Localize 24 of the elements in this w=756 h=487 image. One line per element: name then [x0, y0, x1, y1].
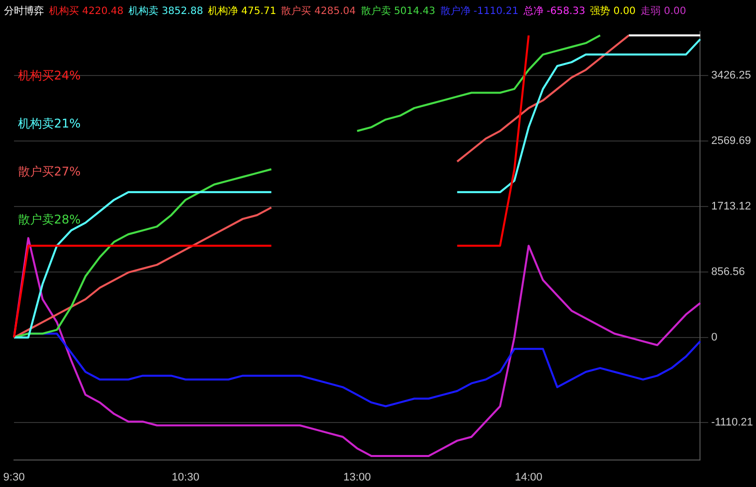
annotation: 散户卖28% [18, 212, 81, 227]
text: 机构卖 3852.88 [128, 4, 204, 18]
y-tick-label: 3426.25 [711, 70, 751, 82]
text: 走弱 0.00 [640, 4, 686, 18]
y-tick-label: 2569.69 [711, 135, 751, 147]
annotation: 机构买24% [18, 68, 81, 83]
text: 散户净 -1110.21 [440, 4, 518, 18]
y-tick-label: -1110.21 [711, 416, 754, 428]
x-tick-label: 9:30 [3, 471, 25, 484]
y-tick-label: 1713.12 [711, 200, 751, 212]
annotation: 散户买27% [18, 164, 81, 179]
text: 散户买 4285.04 [281, 4, 356, 18]
text: 总净 -658.33 [523, 4, 586, 18]
x-tick-label: 10:30 [172, 471, 200, 484]
text: 散户卖 5014.43 [360, 4, 436, 18]
x-tick-label: 14:00 [514, 471, 542, 484]
x-tick-label: 13:00 [343, 471, 371, 484]
text: 机构买 4220.48 [49, 4, 124, 18]
chart-title: 分时博弈 [4, 4, 44, 18]
y-tick-label: 856.56 [711, 266, 745, 278]
y-tick-label: 0 [711, 331, 718, 344]
annotation: 机构卖21% [18, 116, 81, 131]
text: 强势 0.00 [590, 4, 636, 18]
text: 机构净 475.71 [208, 4, 276, 18]
